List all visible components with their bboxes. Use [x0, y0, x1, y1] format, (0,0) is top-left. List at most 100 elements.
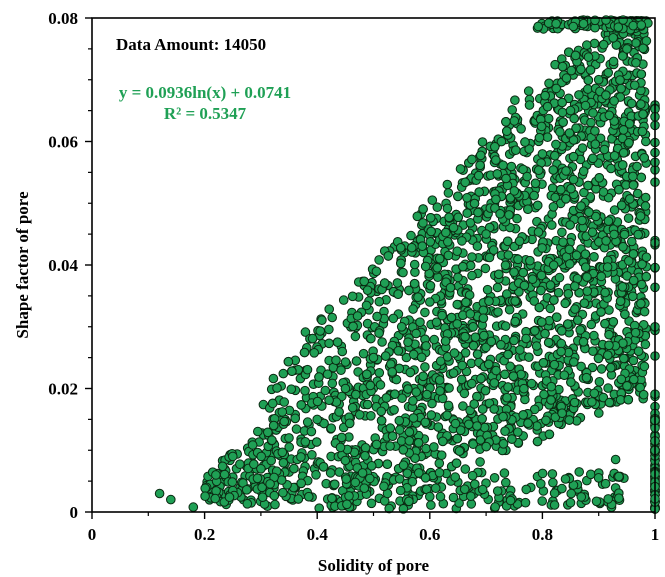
- scatter-point: [614, 184, 624, 195]
- scatter-point: [432, 263, 443, 273]
- scatter-point: [618, 148, 629, 158]
- scatter-point: [466, 491, 476, 502]
- scatter-point: [451, 458, 462, 469]
- scatter-point: [403, 337, 413, 348]
- scatter-point: [347, 291, 358, 302]
- scatter-point: [472, 349, 483, 360]
- scatter-point: [574, 467, 585, 477]
- scatter-point: [506, 161, 517, 172]
- scatter-point: [269, 490, 280, 501]
- scatter-point: [411, 387, 422, 397]
- scatter-point: [526, 378, 537, 389]
- scatter-point: [508, 371, 519, 382]
- scatter-point: [483, 359, 494, 370]
- scatter-point: [576, 361, 586, 372]
- scatter-point: [396, 322, 407, 332]
- scatter-point: [429, 442, 439, 452]
- scatter-point: [603, 383, 613, 393]
- scatter-point: [640, 201, 651, 211]
- scatter-point: [619, 353, 629, 364]
- scatter-point: [277, 407, 288, 417]
- scatter-point: [584, 207, 594, 217]
- scatter-point: [586, 319, 597, 330]
- scatter-point: [625, 194, 635, 204]
- scatter-point: [492, 486, 503, 496]
- scatter-point: [435, 491, 446, 502]
- scatter-point: [543, 337, 554, 348]
- scatter-point: [395, 485, 406, 496]
- scatter-point: [467, 154, 477, 165]
- scatter-point: [372, 311, 382, 322]
- scatter-point: [386, 359, 396, 370]
- scatter-point: [636, 279, 647, 290]
- scatter-point: [427, 195, 438, 205]
- scatter-point: [551, 83, 562, 94]
- data-points: [154, 15, 660, 514]
- scatter-point: [351, 389, 361, 400]
- scatter-point: [307, 333, 318, 344]
- scatter-point: [290, 413, 301, 424]
- scatter-point: [609, 96, 619, 106]
- scatter-point: [549, 500, 560, 510]
- scatter-point: [421, 443, 431, 454]
- scatter-point: [454, 446, 465, 456]
- scatter-point: [566, 65, 577, 76]
- data-amount-label: Data Amount: 14050: [116, 35, 266, 54]
- scatter-point: [429, 334, 440, 345]
- scatter-point: [379, 481, 389, 492]
- scatter-point: [267, 398, 278, 409]
- scatter-point: [628, 291, 638, 302]
- scatter-point: [300, 437, 311, 447]
- scatter-point: [616, 200, 627, 211]
- scatter-point: [408, 413, 419, 423]
- scatter-point: [629, 80, 640, 90]
- scatter-point: [513, 427, 523, 437]
- scatter-point: [633, 229, 644, 240]
- scatter-point: [563, 289, 574, 299]
- scatter-point: [500, 260, 511, 271]
- scatter-point: [513, 254, 523, 265]
- scatter-point: [594, 173, 605, 183]
- scatter-point: [551, 312, 562, 323]
- scatter-point: [392, 278, 403, 288]
- scatter-point: [293, 494, 304, 504]
- scatter-point: [360, 443, 371, 453]
- scatter-point: [565, 220, 575, 230]
- scatter-point: [296, 452, 306, 462]
- scatter-point: [601, 15, 611, 25]
- scatter-point: [477, 137, 488, 147]
- scatter-point: [359, 483, 370, 494]
- scatter-point: [413, 438, 424, 448]
- scatter-point: [524, 352, 534, 363]
- scatter-point: [580, 100, 591, 111]
- scatter-point: [569, 357, 579, 367]
- scatter-point: [604, 340, 614, 351]
- scatter-point: [416, 352, 427, 363]
- scatter-point: [609, 229, 619, 240]
- scatter-point: [371, 266, 382, 277]
- scatter-point: [534, 302, 545, 313]
- scatter-point: [324, 304, 335, 315]
- scatter-point: [470, 479, 480, 490]
- scatter-point: [537, 149, 548, 159]
- scatter-point: [434, 253, 445, 264]
- scatter-point: [443, 188, 454, 198]
- scatter-point: [408, 304, 418, 314]
- scatter-point: [266, 455, 277, 466]
- scatter-point: [462, 208, 473, 218]
- scatter-point: [548, 260, 559, 271]
- scatter-point: [579, 298, 590, 309]
- scatter-point: [426, 410, 437, 420]
- scatter-point: [441, 227, 451, 238]
- scatter-point: [509, 116, 520, 126]
- scatter-point: [498, 439, 509, 449]
- scatter-point: [227, 477, 238, 487]
- scatter-point: [473, 170, 484, 181]
- scatter-point: [467, 378, 477, 389]
- scatter-point: [493, 307, 503, 317]
- scatter-point: [279, 416, 290, 427]
- scatter-point: [492, 282, 503, 293]
- scatter-point: [166, 494, 176, 505]
- scatter-point: [443, 250, 454, 261]
- scatter-point: [394, 415, 405, 426]
